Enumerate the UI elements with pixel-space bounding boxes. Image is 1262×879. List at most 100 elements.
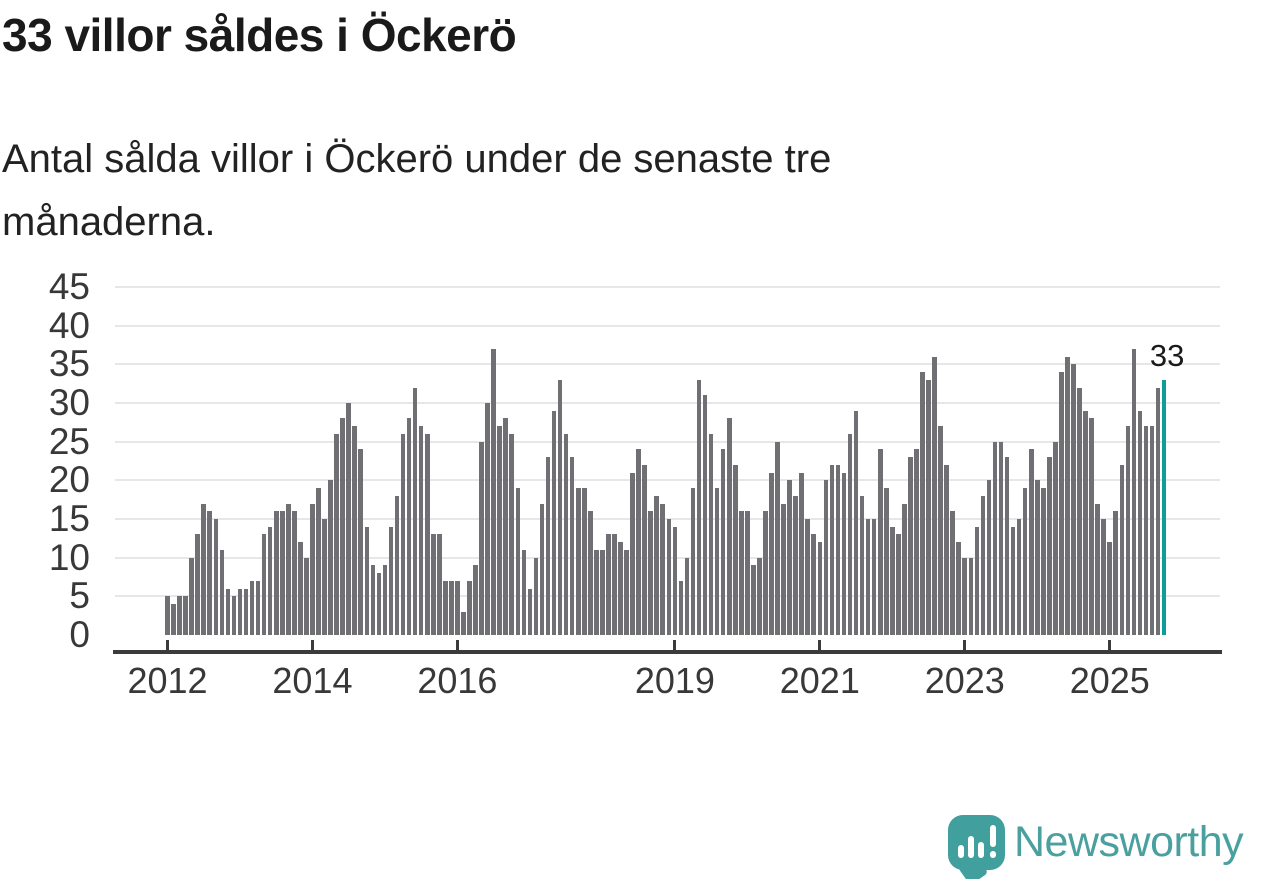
bar — [871, 519, 877, 635]
bar — [1083, 410, 1088, 635]
x-axis-tick — [455, 640, 459, 654]
bar — [986, 480, 992, 635]
bar — [358, 449, 364, 635]
bar — [708, 433, 714, 635]
bar — [273, 511, 279, 635]
gridline — [115, 479, 1220, 482]
brand-name: Newsworthy — [1014, 818, 1244, 866]
bar — [298, 542, 303, 635]
bar — [201, 503, 207, 635]
bar — [195, 534, 200, 635]
bar — [636, 449, 641, 635]
bar — [261, 534, 267, 635]
bar — [720, 449, 726, 635]
bar — [781, 503, 786, 635]
bar — [726, 418, 732, 635]
bar — [322, 519, 327, 635]
bar — [1028, 449, 1034, 635]
bar — [630, 472, 635, 635]
bar — [962, 557, 968, 635]
bar — [527, 588, 533, 635]
bar — [1113, 511, 1119, 635]
bar — [1034, 480, 1040, 635]
x-axis-tick — [166, 640, 169, 654]
bar — [443, 580, 448, 635]
bar — [757, 557, 762, 635]
x-axis-tick-label: 2016 — [417, 660, 498, 701]
bar — [938, 426, 943, 635]
bar — [1125, 426, 1131, 635]
bar — [171, 604, 176, 635]
y-axis-tick-label: 0 — [69, 614, 90, 655]
y-axis-tick-label: 25 — [48, 420, 90, 462]
bar — [418, 426, 424, 635]
y-axis-tick-label: 15 — [48, 498, 90, 539]
bar — [690, 488, 696, 635]
x-axis-tick-label: 2023 — [924, 660, 1005, 701]
bar — [539, 503, 545, 635]
bar — [497, 426, 502, 635]
bar — [624, 549, 629, 635]
bar — [334, 433, 339, 635]
bar — [588, 511, 593, 635]
bar — [1071, 364, 1076, 635]
bar — [944, 464, 949, 635]
bar — [219, 549, 225, 635]
bar — [829, 464, 835, 635]
bar — [1107, 542, 1113, 635]
bar — [1089, 418, 1094, 635]
bar — [183, 596, 188, 635]
logo-mini-bars — [958, 826, 998, 858]
bar — [745, 511, 750, 635]
bar — [1137, 410, 1143, 635]
logo-exclamation-icon — [990, 825, 996, 847]
bar — [1022, 488, 1028, 635]
bar — [841, 472, 847, 635]
bar — [799, 472, 804, 635]
bar — [865, 519, 871, 635]
x-axis-tick — [673, 640, 677, 654]
highlight-value-label: 33 — [1149, 337, 1185, 373]
bar — [267, 526, 273, 635]
bar — [896, 534, 901, 635]
bar — [835, 464, 841, 635]
bar — [364, 526, 370, 635]
newsworthy-logo-icon — [948, 815, 1005, 879]
bar — [890, 526, 895, 635]
bar — [581, 488, 587, 635]
bar — [467, 580, 472, 635]
logo-exclamation-dot — [990, 851, 996, 858]
bar — [485, 403, 490, 635]
bar — [304, 557, 309, 635]
bar — [998, 441, 1004, 635]
bar — [974, 526, 980, 635]
y-axis-tick-label: 45 — [48, 266, 90, 307]
bar — [684, 557, 690, 635]
bar — [352, 426, 358, 635]
bar — [1004, 457, 1010, 635]
bar — [968, 557, 974, 635]
bar — [666, 519, 672, 635]
bar — [370, 565, 376, 635]
bar — [594, 549, 599, 635]
bar — [437, 534, 442, 635]
y-axis-tick-label: 40 — [48, 304, 90, 346]
bar — [908, 457, 913, 635]
bar — [926, 379, 931, 635]
gridline — [115, 440, 1220, 443]
bar — [1149, 426, 1155, 635]
y-axis-tick-label: 30 — [48, 382, 90, 423]
highlighted-bar — [1161, 379, 1167, 635]
bar — [751, 565, 756, 635]
newsworthy-brand-link[interactable]: Newsworthy — [946, 810, 1262, 879]
bar — [678, 580, 684, 635]
bar — [515, 488, 521, 635]
bar — [249, 580, 255, 635]
bar — [600, 549, 605, 635]
x-axis-tick-label: 2019 — [634, 660, 715, 701]
bar — [793, 495, 798, 635]
bar — [1065, 356, 1070, 635]
gridline — [115, 363, 1220, 366]
bar — [612, 534, 617, 635]
